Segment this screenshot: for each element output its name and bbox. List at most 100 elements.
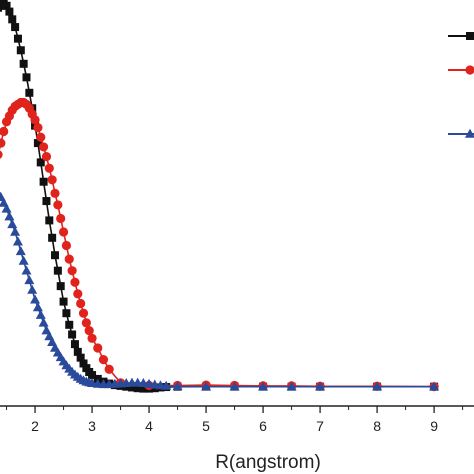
- data-point: [58, 227, 69, 237]
- data-point: [133, 384, 142, 393]
- data-point: [1, 203, 12, 213]
- data-point: [62, 309, 71, 318]
- data-point: [35, 309, 46, 319]
- data-point: [88, 371, 97, 380]
- data-point: [0, 138, 6, 148]
- x-tick-label: 4: [145, 418, 153, 434]
- x-tick-label: 9: [430, 418, 438, 434]
- x-tick-label: 5: [202, 418, 210, 434]
- x-tick-label: 2: [31, 418, 39, 434]
- x-tick-label: 3: [88, 418, 96, 434]
- data-point: [81, 318, 91, 328]
- data-point: [76, 298, 86, 309]
- data-point: [10, 226, 21, 236]
- data-point: [48, 233, 57, 242]
- data-point: [372, 381, 383, 391]
- data-point: [64, 254, 74, 264]
- data-point: [33, 123, 43, 133]
- legend-marker: [466, 32, 474, 40]
- data-point: [229, 381, 240, 391]
- data-point: [172, 381, 183, 391]
- x-tick-label: 8: [373, 418, 381, 434]
- data-point: [12, 236, 23, 246]
- x-tick-label: 6: [259, 418, 267, 434]
- data-point: [7, 219, 18, 229]
- legend: [448, 32, 474, 138]
- data-point: [5, 7, 14, 16]
- data-point: [56, 213, 66, 224]
- data-point: [258, 381, 269, 391]
- data-point: [0, 150, 3, 159]
- data-point: [0, 192, 6, 201]
- data-point: [93, 343, 103, 353]
- data-point: [27, 284, 38, 294]
- data-point: [0, 126, 9, 137]
- data-point: [68, 330, 77, 339]
- data-point: [2, 1, 11, 10]
- data-point: [286, 381, 297, 391]
- data-point: [38, 317, 49, 327]
- legend-marker: [465, 65, 474, 75]
- data-point: [18, 255, 29, 265]
- legend-entry: [448, 65, 474, 75]
- data-point: [30, 115, 40, 125]
- data-point: [139, 384, 148, 393]
- series-line: [0, 194, 435, 388]
- data-point: [76, 353, 85, 362]
- series-3: [0, 191, 440, 391]
- data-point: [84, 326, 94, 336]
- data-point: [22, 73, 31, 82]
- data-point: [4, 211, 15, 221]
- x-axis-title: R(angstrom): [215, 452, 321, 473]
- data-point: [65, 320, 74, 329]
- data-point: [104, 364, 114, 374]
- data-point: [8, 15, 17, 24]
- data-point: [59, 297, 68, 306]
- data-point: [61, 240, 72, 251]
- data-point: [56, 282, 65, 291]
- data-point: [39, 142, 49, 152]
- data-point: [41, 152, 52, 162]
- x-tick-label: 7: [316, 418, 324, 434]
- data-point: [36, 132, 46, 142]
- data-point: [127, 383, 136, 392]
- data-point: [70, 277, 80, 287]
- data-point: [161, 380, 172, 390]
- data-point: [30, 294, 41, 304]
- data-point: [78, 308, 89, 318]
- series-layer: [0, 0, 440, 393]
- data-point: [201, 381, 212, 391]
- data-point: [39, 177, 48, 186]
- data-point: [21, 265, 32, 275]
- data-point: [24, 275, 35, 285]
- data-point: [32, 302, 43, 312]
- axes: 2 3 4 5 6 7 8 9: [0, 405, 474, 434]
- data-point: [33, 139, 42, 148]
- legend-entry: [448, 128, 474, 138]
- series-2: [0, 97, 439, 392]
- data-point: [19, 59, 28, 68]
- data-point: [51, 251, 60, 260]
- legend-entry: [448, 32, 474, 40]
- data-point: [98, 355, 109, 365]
- data-point: [87, 333, 97, 343]
- data-point: [70, 340, 79, 349]
- legend-marker: [465, 128, 474, 138]
- data-point: [53, 266, 62, 275]
- data-point: [13, 34, 22, 43]
- series-line: [0, 2, 435, 390]
- data-point: [315, 381, 326, 391]
- data-point: [47, 175, 57, 185]
- data-point: [79, 359, 88, 368]
- data-point: [53, 200, 63, 210]
- series-1: [0, 0, 439, 393]
- data-point: [50, 188, 60, 198]
- data-point: [25, 88, 34, 97]
- data-point: [73, 347, 82, 356]
- data-point: [16, 46, 25, 55]
- data-point: [15, 246, 26, 256]
- plot-area: [0, 0, 440, 393]
- x-ticks: 2 3 4 5 6 7 8 9: [6, 406, 464, 434]
- data-point: [45, 216, 54, 225]
- data-point: [36, 158, 45, 167]
